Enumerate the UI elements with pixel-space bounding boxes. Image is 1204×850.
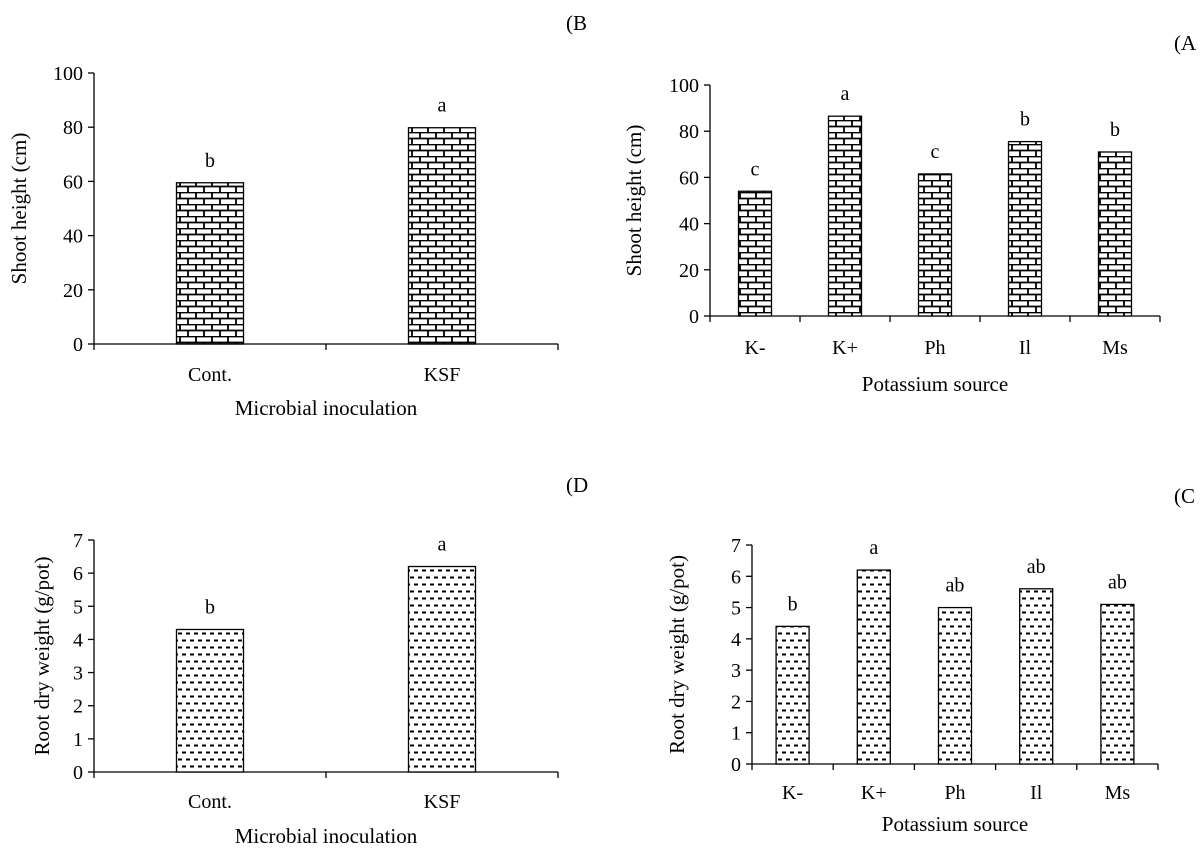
significance-letter: b [1110,119,1120,141]
y-tick-label: 1 [731,723,741,745]
x-tick-label: K- [744,337,765,359]
x-tick-label: Il [1019,337,1032,359]
y-tick-label: 0 [73,762,83,784]
x-tick-label: K+ [861,782,887,804]
x-tick-label: K+ [832,337,858,359]
y-tick-label: 2 [73,696,83,718]
bar-k [827,115,863,317]
significance-letter: ab [1027,556,1046,578]
bar-cont [175,628,245,773]
x-axis-title: Microbial inoculation [235,396,418,420]
significance-letter: a [438,534,447,556]
x-axis-title: Potassium source [882,812,1028,836]
y-tick-label: 80 [63,117,83,139]
chart-panel-microbial-shoot: 0 20 40 60 80 100 Cont. b KSF a Shoot height (cm) M… [7,11,587,420]
x-tick-label: Il [1030,782,1043,804]
bar-il [1019,588,1054,765]
x-tick-label: Ms [1102,337,1128,359]
bar-ph [917,173,953,317]
x-tick-label: Ms [1105,782,1131,804]
significance-letter: a [841,83,850,105]
y-tick-label: 1 [73,729,83,751]
bar-k [775,625,810,765]
y-tick-label: 80 [679,121,699,143]
y-tick-label: 100 [53,63,83,85]
y-axis-title: Shoot height (cm) [7,133,31,285]
x-axis-title: Microbial inoculation [235,824,418,848]
panel-label: (B [566,11,587,35]
y-tick-label: 6 [73,563,83,585]
chart-panel-potassium-root: 0 1 2 3 4 5 6 7 K-b K+ a Ph ab Il ab Ms ab Root dry weigh… [665,484,1195,836]
x-tick-label: Ph [944,782,965,804]
chart-panel-potassium-shoot: 0 20 40 60 80 100 K-c K+ a Ph c Il b Ms b Shoot height … [622,31,1197,396]
significance-letter: ab [1108,571,1127,593]
y-axis-title: Root dry weight (g/pot) [30,557,54,756]
y-tick-label: 0 [689,306,699,328]
bar-ms [1100,603,1135,765]
x-tick-label: KSF [424,364,461,386]
panel-label: (C [1174,484,1195,508]
y-tick-label: 60 [63,171,83,193]
y-tick-label: 2 [731,691,741,713]
significance-letter: c [931,141,940,163]
significance-letter: b [1020,109,1030,131]
y-tick-label: 4 [731,629,741,651]
significance-letter: b [205,150,215,172]
y-tick-label: 40 [63,226,83,248]
x-tick-label: Ph [924,337,945,359]
y-tick-label: 0 [73,334,83,356]
significance-letter: c [751,158,760,180]
x-axis-title: Potassium source [862,372,1008,396]
bar-il [1007,140,1043,317]
significance-letter: a [869,537,878,559]
chart-panel-microbial-root: 0 1 2 3 4 5 6 7 Cont. b KSF a Root dry weight (g/pot… [30,473,588,848]
x-tick-label: K- [782,782,803,804]
panel-label: (D [566,473,588,497]
y-tick-label: 40 [679,214,699,236]
y-tick-label: 4 [73,629,83,651]
y-tick-label: 20 [63,280,83,302]
bar-ksf [407,565,477,773]
y-tick-label: 5 [731,598,741,620]
x-tick-label: Cont. [188,364,232,386]
panel-label: (A [1174,31,1197,55]
bar-k [856,569,891,765]
significance-letter: b [788,593,798,615]
x-tick-label: KSF [424,791,461,813]
significance-letter: b [205,596,215,618]
bar-ms [1097,151,1133,317]
bar-cont [175,182,245,345]
significance-letter: a [438,95,447,117]
y-tick-label: 0 [731,754,741,776]
y-tick-label: 20 [679,260,699,282]
bar-ph [937,606,973,765]
y-tick-label: 100 [669,75,699,97]
y-tick-label: 6 [731,566,741,588]
y-tick-label: 7 [73,530,83,552]
y-tick-label: 5 [73,596,83,618]
bar-k [737,190,773,317]
bar-ksf [407,127,477,345]
y-tick-label: 3 [731,660,741,682]
y-tick-label: 7 [731,535,741,557]
y-tick-label: 60 [679,167,699,189]
y-axis-title: Root dry weight (g/pot) [665,555,689,754]
significance-letter: ab [946,575,965,597]
y-tick-label: 3 [73,663,83,685]
x-tick-label: Cont. [188,791,232,813]
y-axis-title: Shoot height (cm) [622,125,646,277]
